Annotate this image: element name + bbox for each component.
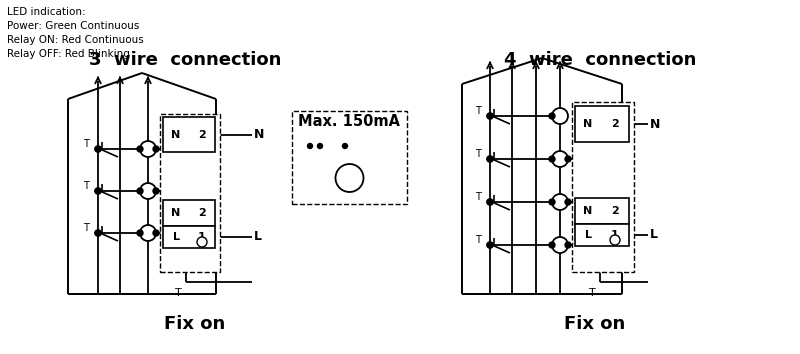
Circle shape [318, 143, 322, 148]
Circle shape [342, 143, 347, 148]
Circle shape [487, 242, 493, 248]
Circle shape [549, 156, 555, 162]
Circle shape [137, 230, 143, 236]
Text: N: N [583, 206, 593, 216]
Text: N: N [650, 118, 660, 131]
Text: T: T [475, 192, 481, 202]
Circle shape [487, 242, 493, 248]
Text: Fix on: Fix on [564, 315, 626, 333]
Text: Fix on: Fix on [164, 315, 226, 333]
Circle shape [549, 113, 555, 119]
Circle shape [153, 230, 159, 236]
Text: 3  wire  connection: 3 wire connection [89, 51, 281, 69]
Circle shape [140, 225, 156, 241]
Text: L: L [650, 228, 658, 241]
Text: L: L [585, 230, 591, 240]
Text: 4  wire  connection: 4 wire connection [504, 51, 696, 69]
Text: N: N [583, 119, 593, 129]
Circle shape [487, 113, 493, 119]
Circle shape [565, 242, 571, 248]
Text: 1: 1 [611, 230, 619, 240]
Circle shape [95, 146, 101, 152]
Bar [575, 224, 629, 246]
Text: 2: 2 [198, 208, 206, 218]
Circle shape [565, 199, 571, 205]
Text: N: N [171, 130, 181, 140]
Bar [575, 106, 629, 142]
Text: N: N [171, 208, 181, 218]
Circle shape [487, 113, 493, 119]
Bar [163, 200, 215, 226]
Circle shape [140, 141, 156, 157]
Circle shape [487, 199, 493, 205]
Bar [575, 198, 629, 224]
Text: 2: 2 [611, 119, 619, 129]
Text: LED indication:
Power: Green Continuous
Relay ON: Red Continuous
Relay OFF: Red : LED indication: Power: Green Continuous … [7, 7, 144, 59]
Circle shape [153, 188, 159, 194]
Circle shape [487, 156, 493, 162]
Bar [292, 111, 407, 204]
Circle shape [307, 143, 313, 148]
Circle shape [137, 146, 143, 152]
Text: Max. 150mA: Max. 150mA [298, 114, 401, 129]
Text: T: T [83, 139, 89, 149]
Text: T: T [83, 223, 89, 233]
Text: N: N [254, 129, 264, 142]
Text: T: T [589, 288, 595, 298]
Bar [572, 102, 634, 272]
Text: L: L [173, 232, 179, 242]
Text: L: L [254, 230, 262, 244]
Text: T: T [83, 181, 89, 191]
Text: 1: 1 [198, 232, 206, 242]
Text: T: T [475, 149, 481, 159]
Circle shape [95, 230, 101, 236]
Text: T: T [475, 235, 481, 245]
Circle shape [552, 237, 568, 253]
Circle shape [487, 156, 493, 162]
Circle shape [549, 199, 555, 205]
Text: 2: 2 [611, 206, 619, 216]
Circle shape [565, 156, 571, 162]
Circle shape [197, 237, 207, 247]
Circle shape [487, 199, 493, 205]
Circle shape [95, 188, 101, 194]
Circle shape [552, 151, 568, 167]
Circle shape [95, 230, 101, 236]
Bar [160, 114, 220, 272]
Text: 2: 2 [198, 130, 206, 140]
Circle shape [140, 183, 156, 199]
Circle shape [552, 194, 568, 210]
Circle shape [610, 235, 620, 245]
Circle shape [549, 242, 555, 248]
Text: T: T [174, 288, 182, 298]
Circle shape [95, 188, 101, 194]
Text: T: T [475, 106, 481, 116]
Bar [163, 117, 215, 152]
Circle shape [335, 164, 363, 192]
Bar [163, 226, 215, 248]
Circle shape [153, 146, 159, 152]
Circle shape [552, 108, 568, 124]
Circle shape [95, 146, 101, 152]
Circle shape [137, 188, 143, 194]
